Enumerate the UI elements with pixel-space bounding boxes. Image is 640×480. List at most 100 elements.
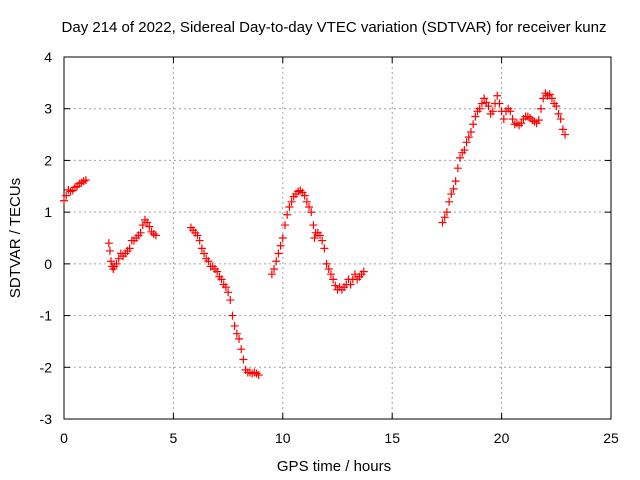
data-point [440, 213, 449, 222]
series-segment-3 [186, 223, 263, 380]
data-point [471, 112, 480, 121]
data-point [195, 236, 204, 245]
data-point [287, 197, 296, 206]
data-point [280, 221, 289, 230]
data-point [453, 164, 462, 173]
data-point [469, 120, 478, 129]
data-point [197, 244, 206, 253]
data-point [346, 280, 355, 289]
data-point [151, 231, 160, 240]
data-point [515, 121, 524, 130]
series-segment-5 [438, 89, 570, 227]
data-point [147, 227, 156, 236]
data-point [143, 218, 152, 227]
data-point [107, 257, 116, 266]
data-point [517, 119, 526, 128]
data-point [495, 99, 504, 108]
data-point [324, 265, 333, 274]
data-point [60, 196, 68, 205]
data-point [239, 355, 248, 364]
data-point [451, 177, 460, 186]
data-point [526, 114, 535, 123]
data-point [506, 107, 515, 116]
data-point [561, 130, 570, 139]
data-point [442, 208, 451, 217]
data-point [213, 267, 222, 276]
x-tick-label: 25 [603, 430, 619, 446]
x-tick-label: 0 [60, 430, 68, 446]
data-point [285, 202, 294, 211]
data-point [359, 267, 368, 276]
data-point [310, 234, 319, 242]
data-point [307, 208, 316, 217]
data-point [193, 231, 202, 240]
data-point [149, 229, 158, 238]
x-tick-label: 5 [170, 430, 178, 446]
data-point [112, 259, 121, 268]
data-point [104, 239, 113, 248]
series-segment-4 [267, 186, 368, 294]
data-point [449, 184, 458, 193]
data-point [480, 94, 489, 103]
data-point [232, 329, 241, 338]
y-tick-label: -3 [40, 411, 53, 427]
data-point [267, 270, 276, 279]
data-point [508, 115, 517, 124]
data-point [475, 104, 484, 113]
data-point [296, 186, 305, 195]
data-point [217, 275, 226, 284]
data-point [270, 265, 279, 274]
data-point [534, 116, 543, 125]
data-point [552, 102, 561, 111]
data-point [466, 127, 475, 136]
series-segment-1 [60, 176, 90, 205]
data-point [530, 117, 539, 126]
data-point [62, 191, 71, 200]
data-point [283, 210, 292, 219]
data-point [558, 125, 567, 134]
data-point [114, 254, 123, 263]
data-point [445, 197, 454, 206]
data-point [315, 231, 324, 240]
y-tick-label: -2 [40, 359, 53, 375]
y-axis-label: SDTVAR / TECUs [7, 178, 24, 298]
data-point [460, 146, 469, 155]
data-point [556, 115, 565, 124]
y-tick-label: 3 [44, 101, 52, 117]
data-point [536, 104, 545, 113]
chart-title: Day 214 of 2022, Sidereal Day-to-day VTE… [62, 19, 607, 36]
data-point [278, 234, 287, 242]
data-point [138, 221, 147, 230]
x-tick-label: 20 [494, 430, 510, 446]
data-point [145, 222, 154, 231]
data-point [484, 102, 493, 111]
data-point [331, 281, 340, 290]
data-point [493, 91, 502, 100]
data-point [272, 257, 281, 266]
data-point [326, 270, 335, 279]
data-point [221, 283, 230, 292]
data-point [477, 99, 486, 108]
data-point [204, 257, 213, 266]
data-point [447, 190, 456, 199]
data-point [302, 197, 311, 206]
data-point [539, 94, 548, 103]
data-point [105, 246, 114, 255]
y-tick-label: 0 [44, 256, 52, 272]
data-point [276, 241, 285, 250]
data-point [456, 153, 465, 162]
data-point [462, 138, 471, 147]
data-point [482, 98, 491, 107]
data-point [320, 244, 329, 253]
y-tick-label: 2 [44, 152, 52, 168]
data-point [226, 296, 235, 305]
data-point [318, 236, 327, 245]
data-point [488, 107, 497, 116]
data-point [125, 244, 134, 253]
data-point [274, 249, 283, 258]
data-point [554, 109, 563, 118]
x-axis-ticks: 0 5 10 15 20 25 [60, 57, 619, 446]
data-point [237, 345, 246, 354]
y-tick-label: 1 [44, 204, 52, 220]
